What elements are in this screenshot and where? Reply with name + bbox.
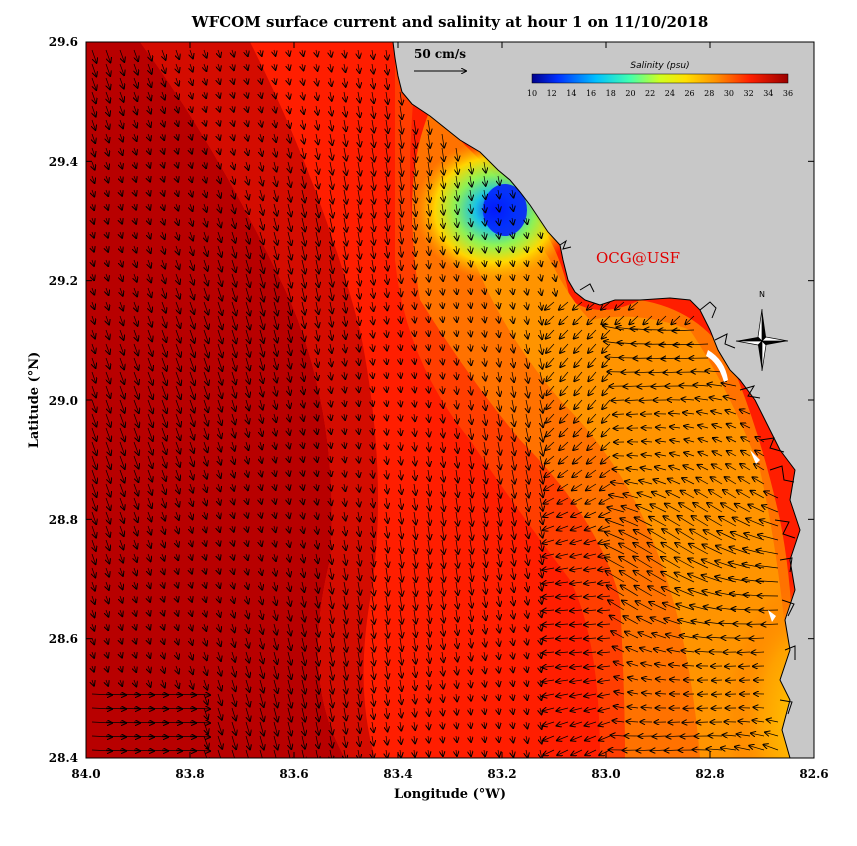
current-vector bbox=[712, 680, 722, 681]
x-tick-label: 83.0 bbox=[591, 767, 620, 781]
x-tick-label: 83.8 bbox=[175, 767, 204, 781]
y-tick-label: 29.0 bbox=[49, 394, 78, 408]
colorbar-gradient bbox=[532, 74, 788, 83]
x-tick-label: 82.8 bbox=[695, 767, 724, 781]
colorbar-tick-label: 36 bbox=[783, 89, 793, 98]
x-tick-label: 83.6 bbox=[279, 767, 308, 781]
compass-n-label: N bbox=[759, 290, 765, 299]
colorbar-tick-label: 30 bbox=[724, 89, 734, 98]
x-tick-label: 84.0 bbox=[71, 767, 100, 781]
y-axis-label: Latitude (°N) bbox=[27, 352, 42, 449]
y-tick-label: 28.6 bbox=[49, 632, 78, 646]
colorbar-tick-label: 22 bbox=[645, 89, 655, 98]
x-tick-labels: 84.0 83.8 83.6 83.4 83.2 83.0 82.8 82.6 bbox=[71, 767, 828, 781]
current-vector bbox=[698, 708, 709, 709]
current-vector bbox=[639, 400, 652, 401]
current-vector bbox=[681, 736, 694, 737]
colorbar-tick-label: 20 bbox=[625, 89, 635, 98]
salinity-field bbox=[86, 42, 825, 780]
y-tick-labels: 29.6 29.4 29.2 29.0 28.8 28.6 28.4 bbox=[49, 35, 78, 765]
y-tick-label: 29.4 bbox=[49, 155, 78, 169]
y-tick-label: 28.8 bbox=[49, 513, 78, 527]
colorbar-tick-label: 26 bbox=[684, 89, 694, 98]
chart-title: WFCOM surface current and salinity at ho… bbox=[191, 13, 709, 31]
colorbar-tick-label: 28 bbox=[704, 89, 714, 98]
colorbar-tick-label: 12 bbox=[547, 89, 557, 98]
colorbar-tick-label: 16 bbox=[586, 89, 596, 98]
x-tick-label: 82.6 bbox=[799, 767, 828, 781]
current-vector bbox=[725, 666, 736, 667]
current-vector bbox=[712, 694, 722, 695]
colorbar-tick-label: 14 bbox=[566, 89, 576, 98]
colorbar-tick-label: 10 bbox=[527, 89, 537, 98]
x-tick-label: 83.2 bbox=[487, 767, 516, 781]
colorbar-title: Salinity (psu) bbox=[630, 61, 689, 71]
colorbar-tick-label: 18 bbox=[606, 89, 616, 98]
x-axis-label: Longitude (°W) bbox=[394, 787, 506, 802]
x-tick-label: 83.4 bbox=[383, 767, 412, 781]
y-tick-label: 28.4 bbox=[49, 751, 78, 765]
current-vector bbox=[668, 722, 680, 723]
colorbar-tick-label: 24 bbox=[665, 89, 675, 98]
y-tick-label: 29.6 bbox=[49, 35, 78, 49]
current-vector bbox=[684, 708, 695, 709]
current-vector bbox=[696, 722, 708, 723]
current-vector bbox=[726, 680, 736, 681]
velocity-scale-label: 50 cm/s bbox=[414, 47, 466, 61]
y-tick-label: 29.2 bbox=[49, 274, 78, 288]
credit-label: OCG@USF bbox=[596, 249, 680, 267]
colorbar-tick-label: 32 bbox=[744, 89, 754, 98]
current-vector bbox=[627, 414, 638, 415]
colorbar-tick-label: 34 bbox=[763, 89, 773, 98]
